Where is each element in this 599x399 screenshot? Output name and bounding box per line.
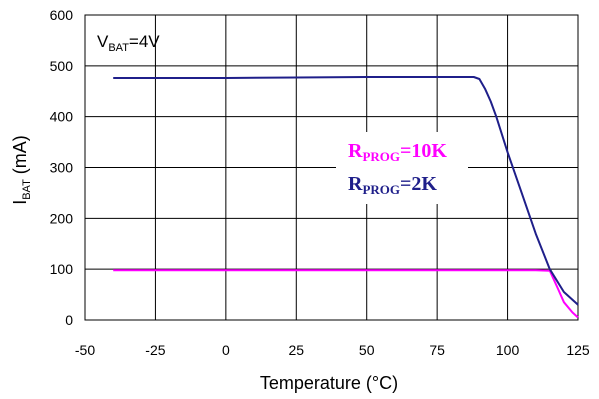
legend-2k-sub: PROG [362, 182, 400, 197]
x-axis-ticks: -50 -25 0 25 50 75 100 125 [75, 342, 590, 358]
annotation-main: V [97, 32, 109, 51]
x-tick-label: -25 [145, 342, 165, 358]
y-tick-label: 600 [50, 7, 74, 23]
annotation-vbat: VBAT=4V [97, 32, 160, 54]
y-tick-label: 300 [50, 160, 74, 176]
x-tick-label: 25 [288, 342, 304, 358]
series-lines [113, 76, 579, 319]
grid [84, 14, 579, 321]
legend-2k-rest: =2K [400, 173, 437, 195]
y-tick-label: 100 [50, 261, 74, 277]
series-line-0 [113, 269, 579, 319]
x-tick-label: 75 [429, 342, 445, 358]
y-axis-ticks: 0 100 200 300 400 500 600 [50, 7, 74, 328]
legend-entry-10k: RPROG=10K [348, 140, 447, 164]
series-line-1 [113, 76, 579, 306]
x-axis-label: Temperature (°C) [260, 373, 398, 393]
legend-2k-main: R [348, 173, 363, 195]
legend-10k-sub: PROG [362, 149, 400, 164]
y-tick-label: 0 [65, 312, 73, 328]
y-axis-label-sub: BAT [21, 179, 33, 200]
x-tick-label: 125 [566, 342, 590, 358]
y-axis-label-rest: (mA) [10, 135, 30, 179]
annotation-rest: =4V [129, 32, 160, 51]
x-tick-label: 100 [496, 342, 520, 358]
legend-background [336, 132, 468, 204]
legend-10k-main: R [348, 140, 363, 162]
legend-entry-2k: RPROG=2K [348, 173, 437, 197]
y-axis-label-main: I [10, 200, 30, 205]
x-tick-label: 0 [222, 342, 230, 358]
y-tick-label: 200 [50, 210, 74, 226]
annotation-sub: BAT [108, 42, 129, 54]
legend-10k-rest: =10K [400, 140, 447, 162]
x-tick-label: -50 [75, 342, 95, 358]
y-tick-label: 500 [50, 58, 74, 74]
x-tick-label: 50 [359, 342, 375, 358]
y-axis-label: IBAT (mA) [10, 135, 33, 205]
plot-frame [84, 14, 579, 321]
y-tick-label: 400 [50, 109, 74, 125]
